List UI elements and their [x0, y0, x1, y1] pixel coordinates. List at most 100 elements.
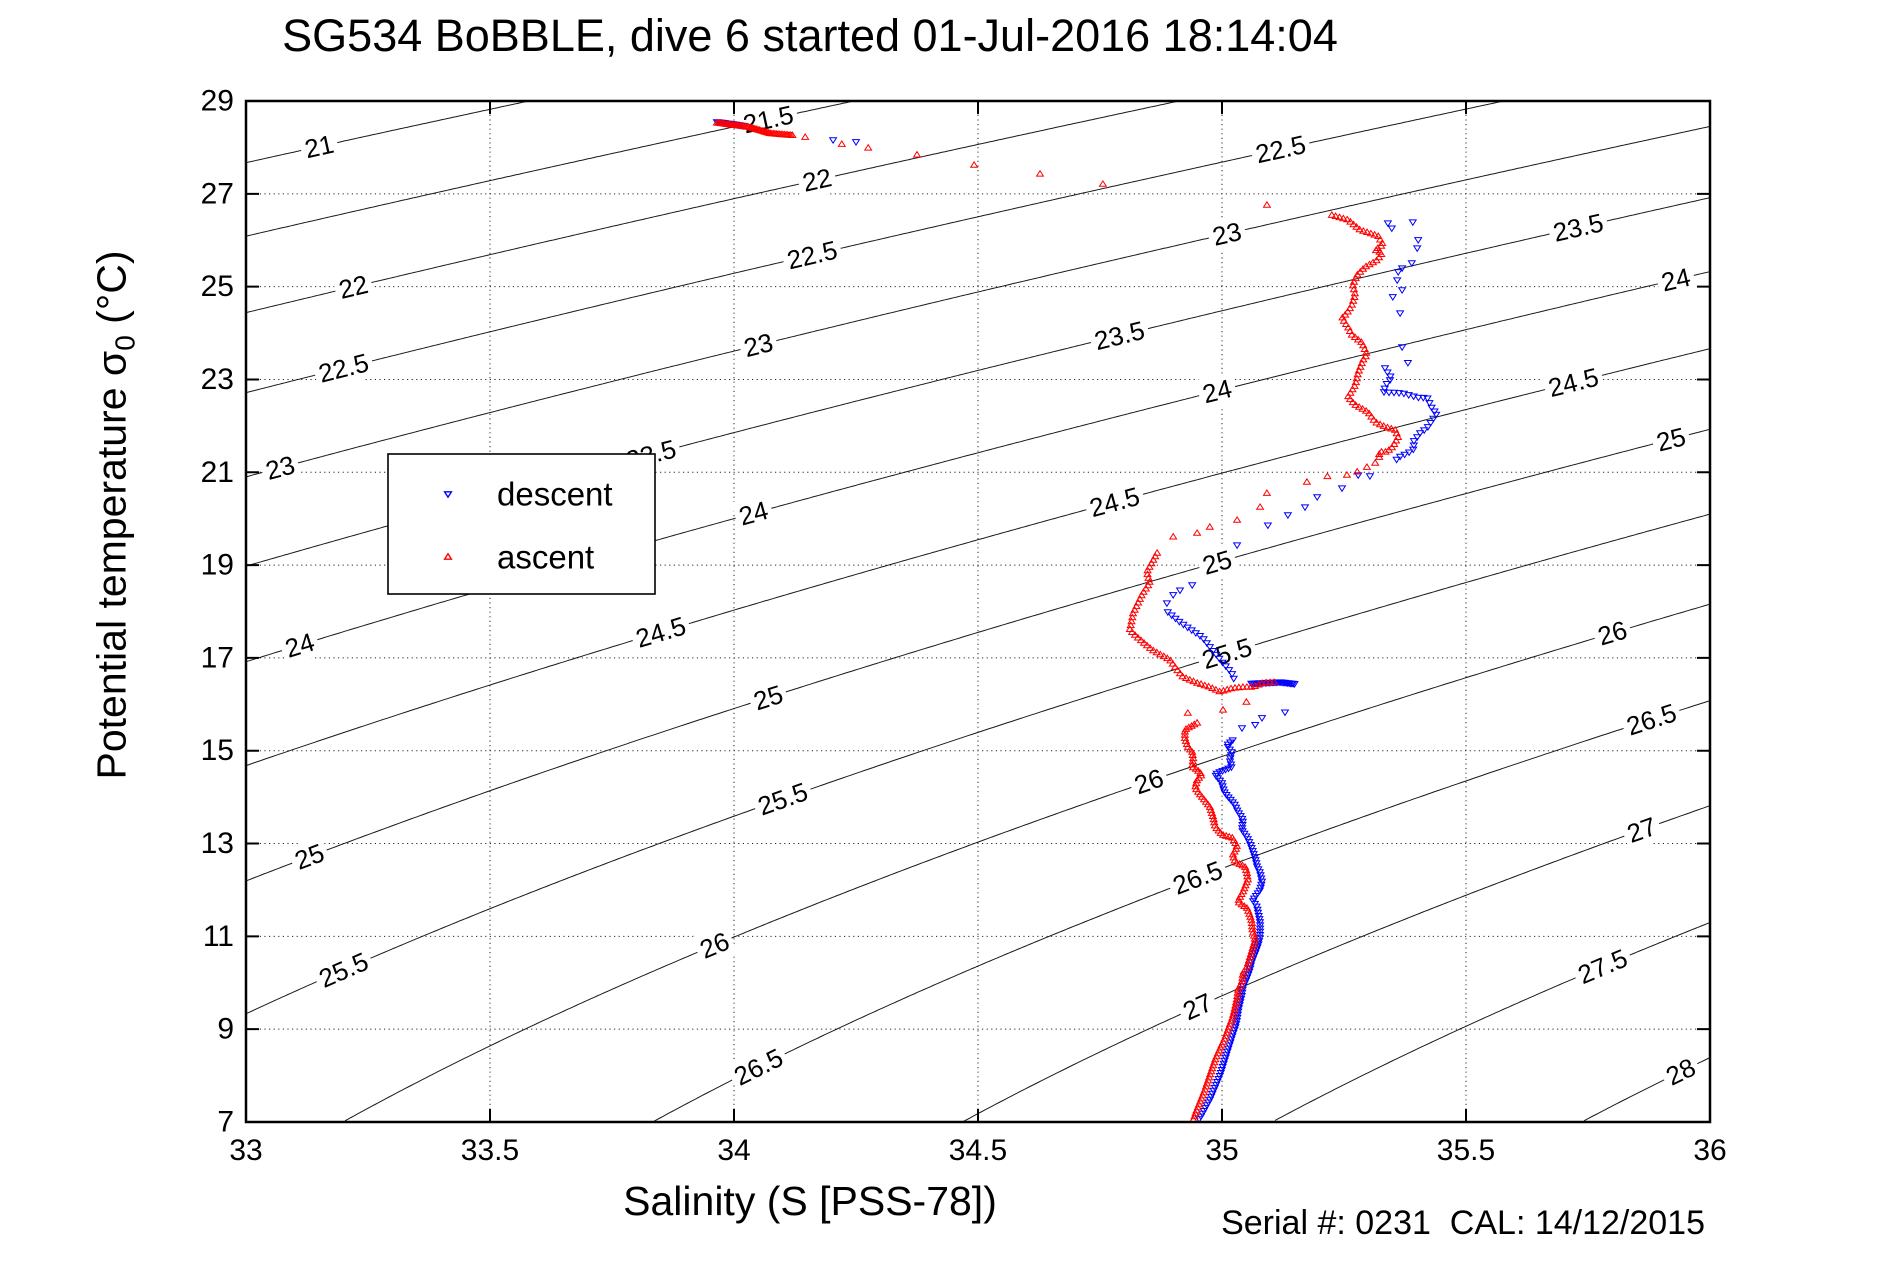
- y-tick-label-17: 17: [201, 641, 234, 674]
- contour-label-26: 26: [1590, 612, 1635, 654]
- y-tick-label-23: 23: [201, 363, 234, 396]
- contour-label-backing: [1195, 371, 1239, 412]
- contour-label-text: 22: [800, 162, 835, 198]
- contour-label-24.5: 24.5: [1541, 359, 1606, 406]
- contour-label-backing: [1194, 541, 1240, 583]
- contour-label-backing: [1649, 419, 1693, 460]
- scatter-data-layer: [712, 118, 1441, 1124]
- contour-label-25: 25: [286, 835, 333, 879]
- y-axis-label-text: Potential temperature σ: [88, 350, 135, 780]
- contour-label-text: 22: [336, 269, 371, 305]
- y-tick-label-13: 13: [201, 827, 234, 860]
- y-tick-label-9: 9: [217, 1013, 234, 1046]
- contour-line-21: [245, 100, 529, 164]
- y-tick-label-29: 29: [201, 85, 234, 118]
- contour-label-25: 25: [745, 676, 791, 719]
- contour-label-backing: [1618, 695, 1685, 744]
- y-tick-label-11: 11: [203, 920, 234, 953]
- contour-label-backing: [628, 608, 694, 656]
- contour-label-backing: [286, 835, 333, 879]
- contour-label-backing: [297, 126, 341, 167]
- ascent-markers: [712, 118, 1403, 1123]
- x-axis-label: Salinity (S [PSS-78]): [623, 1178, 997, 1224]
- contour-label-25.5: 25.5: [749, 774, 816, 824]
- y-axis-label-subscript: 0: [109, 335, 141, 351]
- contour-label-26: 26: [1126, 760, 1172, 803]
- contour-label-text: 23: [1209, 216, 1244, 252]
- contour-label-26.5: 26.5: [725, 1039, 792, 1095]
- contour-label-backing: [795, 160, 839, 200]
- contour-label-24: 24: [731, 492, 776, 534]
- axis-ticks-layer: [245, 100, 1711, 1123]
- descent-legend-marker-icon: [443, 491, 453, 499]
- contour-label-backing: [1248, 127, 1313, 172]
- contour-label-backing: [1654, 259, 1698, 300]
- contour-label-22: 22: [795, 160, 839, 200]
- contour-label-text: 24.5: [1545, 362, 1601, 403]
- contour-label-24: 24: [277, 624, 323, 666]
- x-tick-label-33.5: 33.5: [461, 1134, 519, 1167]
- contour-line-22.5: [245, 100, 1504, 394]
- axes-border: [244, 99, 1712, 1124]
- contour-line-23: [245, 125, 1711, 478]
- x-tick-label-35: 35: [1205, 1134, 1238, 1167]
- contour-label-backing: [1569, 940, 1636, 993]
- contour-label-backing: [1082, 478, 1148, 526]
- contour-label-22.5: 22.5: [311, 345, 376, 391]
- contour-label-backing: [1164, 852, 1231, 904]
- contour-label-23.5: 23.5: [1546, 205, 1611, 250]
- contour-label-text: 22.5: [315, 347, 371, 388]
- contour-labels-layer: 2121.5222222.522.522.523232323.523.523.5…: [258, 97, 1705, 1095]
- contour-label-text: 23: [741, 327, 776, 363]
- contour-label-26.5: 26.5: [1164, 852, 1231, 904]
- x-tick-label-33: 33: [229, 1134, 262, 1167]
- contour-label-25: 25: [1194, 541, 1240, 583]
- contour-label-24.5: 24.5: [628, 608, 694, 656]
- contour-label-backing: [310, 943, 377, 997]
- contour-label-backing: [779, 232, 845, 278]
- contour-label-26: 26: [691, 923, 738, 968]
- y-axis-label-units: (°C): [88, 250, 135, 336]
- contour-label-text: 25.5: [754, 776, 812, 821]
- y-tick-label-15: 15: [201, 734, 234, 767]
- contour-label-backing: [736, 325, 781, 365]
- contour-line-26: [344, 603, 1711, 1122]
- contour-line-22: [245, 101, 1177, 314]
- contour-label-backing: [1541, 359, 1606, 406]
- y-tick-label-7: 7: [217, 1106, 234, 1139]
- contour-line-24.5: [245, 348, 1711, 767]
- contour-label-backing: [1205, 214, 1249, 254]
- grid-layer: [246, 101, 1710, 1122]
- contour-label-text: 24: [1199, 373, 1234, 409]
- contour-label-backing: [725, 1039, 792, 1095]
- grid-lines: [246, 101, 1710, 1122]
- contour-label-text: 24.5: [1086, 481, 1143, 523]
- contour-line-25.5: [245, 513, 1711, 1015]
- contour-label-backing: [258, 447, 303, 488]
- contour-label-text: 24.5: [632, 610, 689, 653]
- contour-label-backing: [1618, 808, 1665, 852]
- contour-label-backing: [1087, 313, 1152, 358]
- y-tick-label-27: 27: [201, 177, 234, 210]
- contour-label-text: 26.5: [1623, 697, 1680, 741]
- contour-label-text: 22.5: [1253, 129, 1309, 169]
- contour-label-backing: [311, 345, 376, 391]
- contour-label-backing: [731, 492, 776, 534]
- legend-label-ascent: ascent: [497, 539, 594, 576]
- descent-markers: [712, 119, 1441, 1124]
- contour-label-text: 22.5: [784, 235, 840, 276]
- contour-line-27: [962, 805, 1711, 1123]
- contour-label-25: 25: [1649, 419, 1693, 460]
- contour-label-text: 23.5: [1550, 207, 1606, 247]
- contour-label-24: 24: [1654, 259, 1698, 300]
- x-tick-label-34.5: 34.5: [949, 1134, 1007, 1167]
- plot-title: SG534 BoBBLE, dive 6 started 01-Jul-2016…: [282, 10, 1338, 61]
- contour-label-backing: [331, 267, 376, 307]
- contour-label-27: 27: [1618, 808, 1665, 852]
- contour-label-27.5: 27.5: [1569, 940, 1636, 993]
- contour-label-backing: [1194, 629, 1260, 678]
- axis-tick-marks: [245, 100, 1711, 1123]
- contour-label-backing: [749, 774, 816, 824]
- y-axis-label: Potential temperature σ0 (°C): [88, 251, 141, 780]
